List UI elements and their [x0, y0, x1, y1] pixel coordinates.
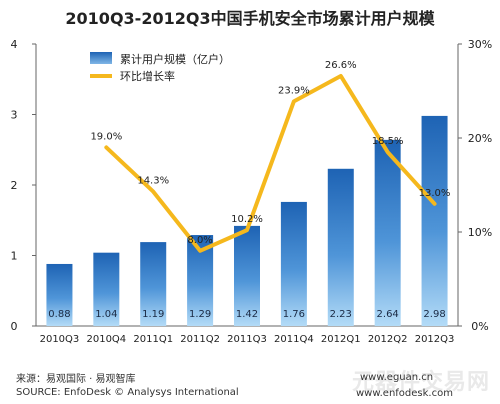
bar-2012Q2: [374, 139, 401, 326]
legend-bar-label: 累计用户规模（亿户）: [120, 52, 230, 66]
x-tick-label: 2011Q4: [274, 334, 314, 345]
growth-rate-line: [104, 73, 437, 253]
bar-value-label: 2.64: [377, 309, 399, 320]
legend: 累计用户规模（亿户） 环比增长率: [90, 52, 230, 83]
bar-value-label: 1.04: [95, 309, 117, 320]
legend-bar-swatch: [90, 52, 112, 64]
left-tick-label: 2: [11, 179, 18, 192]
source-cn: 来源：易观国际 · 易观智库: [16, 374, 136, 385]
bar-2011Q4: [280, 201, 307, 326]
bar-value-label: 2.98: [423, 309, 445, 320]
x-tick-label: 2012Q2: [368, 334, 408, 345]
x-tick-label: 2011Q1: [133, 334, 173, 345]
bar-2012Q1: [327, 168, 354, 326]
growth-rate-label: 14.3%: [137, 176, 169, 187]
site-enfodesk[interactable]: www.enfodesk.com: [356, 388, 453, 399]
bar-value-label: 0.88: [48, 309, 70, 320]
bars-group: 0.88 1.04 1.19 1.29 1.42 1.76 2.23 2.64 2.98: [46, 115, 448, 326]
legend-line-label: 环比增长率: [120, 69, 175, 83]
right-tick-label: 20%: [468, 132, 492, 145]
x-tick-label: 2010Q4: [86, 334, 126, 345]
source-en: SOURCE: EnfoDesk © Analysys Internationa…: [16, 387, 239, 398]
x-tick-label: 2011Q3: [227, 334, 267, 345]
chart-title: 2010Q3-2012Q3中国手机安全市场累计用户规模: [65, 9, 435, 28]
site-eguan[interactable]: www.eguan.cn: [360, 372, 434, 383]
growth-line-group: 19.0% 14.3% 8.0% 10.2% 23.9% 26.6% 18.5% 13.0%: [90, 60, 451, 253]
right-tick-label: 10%: [468, 226, 492, 239]
left-tick-label: 4: [11, 38, 18, 51]
left-tick-label: 0: [11, 320, 18, 333]
bar-value-label: 2.23: [330, 309, 352, 320]
watermark: 元器件交易网: [352, 370, 491, 395]
bar-value-label: 1.29: [189, 309, 211, 320]
bar-2010Q4: [93, 252, 120, 326]
bar-value-label: 1.76: [283, 309, 305, 320]
growth-rate-label: 18.5%: [372, 136, 404, 147]
x-tick-label: 2012Q1: [321, 334, 361, 345]
right-tick-label: 30%: [468, 38, 492, 51]
x-tick-label: 2011Q2: [180, 334, 220, 345]
growth-rate-label: 23.9%: [278, 85, 310, 96]
bar-2012Q3: [421, 115, 448, 326]
right-tick-label: 0%: [471, 320, 488, 333]
bar-2010Q3: [46, 263, 73, 326]
growth-rate-label: 10.2%: [231, 214, 263, 225]
bar-2011Q3: [234, 225, 260, 326]
x-tick-label: 2012Q3: [415, 334, 455, 345]
growth-rate-label: 13.0%: [419, 188, 451, 199]
left-tick-label: 3: [11, 109, 18, 122]
bar-value-label: 1.19: [142, 309, 164, 320]
growth-rate-label: 26.6%: [325, 60, 357, 71]
growth-rate-label: 19.0%: [90, 131, 122, 142]
left-tick-label: 1: [11, 250, 18, 263]
growth-rate-label: 8.0%: [187, 235, 212, 246]
x-tick-label: 2010Q3: [40, 334, 80, 345]
bar-2011Q1: [140, 242, 167, 326]
axes-labels-group: 2010Q3 2010Q4 2011Q1 2011Q2 2011Q3 2011Q4 2012…: [11, 38, 493, 345]
bar-value-label: 1.42: [236, 309, 258, 320]
